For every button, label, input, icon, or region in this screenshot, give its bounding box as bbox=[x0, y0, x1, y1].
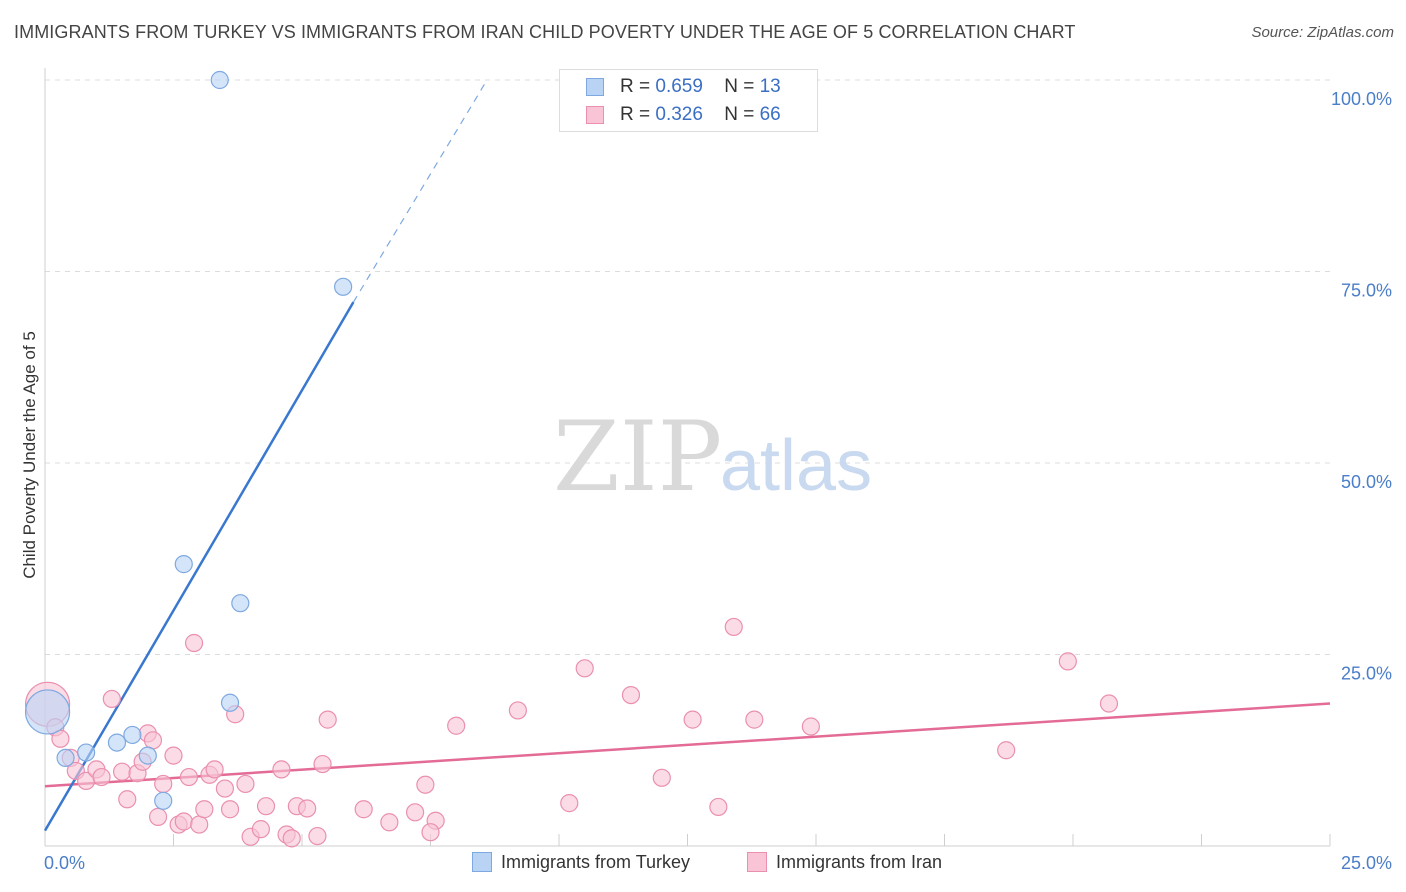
series-name-turkey: Immigrants from Turkey bbox=[501, 852, 691, 872]
iran-point bbox=[405, 803, 425, 822]
x-tick-label: 25.0% bbox=[1341, 853, 1392, 873]
data-points bbox=[24, 70, 1119, 848]
iran-point bbox=[621, 685, 641, 705]
iran-point bbox=[118, 790, 137, 809]
tick-labels: 25.0% 50.0% 75.0% 100.0% 0.0% 25.0% bbox=[44, 89, 1392, 873]
turkey-point bbox=[107, 733, 127, 752]
iran-point bbox=[251, 820, 270, 839]
correlation-legend: R = 0.659 N = 13 R = 0.326 N = 66 bbox=[559, 69, 818, 132]
legend-r-label: R = bbox=[620, 104, 656, 125]
iran-point bbox=[354, 800, 373, 819]
legend-r-label: R = bbox=[620, 76, 656, 97]
turkey-point bbox=[123, 725, 142, 745]
legend-r-value: 0.659 bbox=[655, 76, 703, 97]
series-swatch-iran bbox=[747, 852, 767, 872]
iran-point bbox=[652, 768, 671, 787]
legend-row-turkey: R = 0.659 N = 13 bbox=[586, 76, 781, 98]
iran-point bbox=[179, 767, 199, 787]
iran-point bbox=[801, 717, 820, 736]
iran-point bbox=[308, 826, 327, 846]
iran-point bbox=[313, 754, 332, 774]
iran-point bbox=[174, 812, 193, 831]
legend-n-label: N = bbox=[724, 104, 760, 125]
legend-swatch-turkey bbox=[586, 78, 604, 96]
series-swatch-turkey bbox=[472, 852, 492, 872]
iran-point bbox=[195, 800, 214, 819]
iran-point bbox=[1058, 652, 1077, 671]
iran-point bbox=[745, 710, 764, 729]
y-tick-label: 75.0% bbox=[1341, 281, 1392, 301]
iran-point bbox=[205, 760, 224, 779]
turkey-point bbox=[154, 791, 173, 810]
turkey-point bbox=[77, 743, 96, 762]
watermark-atlas: atlas bbox=[720, 426, 872, 506]
iran-point bbox=[380, 813, 399, 832]
turkey-point bbox=[138, 746, 157, 765]
turkey-point bbox=[56, 748, 75, 768]
source-label: Source: ZipAtlas.com bbox=[1251, 24, 1394, 41]
iran-point bbox=[508, 701, 527, 720]
iran-point bbox=[447, 716, 466, 735]
iran-point bbox=[560, 794, 579, 813]
turkey-trend-line bbox=[43, 301, 355, 832]
turkey-point bbox=[220, 693, 240, 712]
legend-r-value: 0.326 bbox=[655, 104, 703, 125]
iran-point bbox=[318, 710, 337, 729]
iran-point bbox=[190, 815, 209, 834]
legend-row-iran: R = 0.326 N = 66 bbox=[586, 104, 781, 126]
iran-point bbox=[416, 775, 435, 794]
series-legend-iran: Immigrants from Iran bbox=[747, 852, 942, 873]
turkey-point bbox=[334, 277, 353, 296]
trend-lines bbox=[43, 79, 1331, 832]
iran-point bbox=[143, 731, 163, 750]
turkey-point bbox=[174, 555, 193, 574]
iran-point bbox=[421, 823, 440, 842]
iran-point bbox=[272, 760, 291, 779]
iran-point bbox=[724, 617, 743, 637]
iran-point bbox=[997, 741, 1016, 760]
iran-point bbox=[154, 774, 173, 794]
turkey-point bbox=[24, 689, 71, 735]
chart-title: IMMIGRANTS FROM TURKEY VS IMMIGRANTS FRO… bbox=[14, 22, 1076, 42]
y-tick-label: 25.0% bbox=[1341, 664, 1392, 684]
legend-swatch-iran bbox=[586, 106, 604, 124]
iran-point bbox=[184, 633, 204, 653]
legend-n-value: 13 bbox=[759, 76, 781, 97]
iran-point bbox=[256, 797, 276, 816]
turkey-point bbox=[210, 70, 229, 90]
legend-n-value: 66 bbox=[759, 104, 781, 125]
iran-point bbox=[236, 774, 255, 794]
y-tick-label: 50.0% bbox=[1341, 472, 1392, 492]
series-legend-turkey: Immigrants from Turkey bbox=[472, 852, 690, 873]
turkey-trend-extension bbox=[352, 79, 488, 303]
x-tick-label: 0.0% bbox=[44, 853, 85, 873]
iran-point bbox=[709, 797, 728, 817]
iran-point bbox=[148, 807, 168, 826]
iran-point bbox=[112, 762, 132, 781]
iran-trend-line bbox=[44, 702, 1331, 788]
iran-point bbox=[220, 800, 240, 819]
iran-point bbox=[575, 659, 594, 678]
legend-n-label: N = bbox=[724, 76, 760, 97]
iran-point bbox=[92, 767, 111, 787]
iran-point bbox=[282, 829, 301, 848]
iran-point bbox=[683, 710, 702, 729]
iran-point bbox=[215, 779, 234, 798]
watermark-zip: ZIP bbox=[553, 401, 722, 513]
grid-lines bbox=[45, 79, 1330, 655]
y-tick-label: 100.0% bbox=[1331, 89, 1392, 109]
iran-point bbox=[102, 689, 121, 709]
iran-point bbox=[298, 799, 317, 818]
iran-point bbox=[164, 746, 183, 765]
series-name-iran: Immigrants from Iran bbox=[776, 852, 943, 872]
iran-point bbox=[1099, 694, 1119, 713]
turkey-point bbox=[231, 594, 250, 613]
